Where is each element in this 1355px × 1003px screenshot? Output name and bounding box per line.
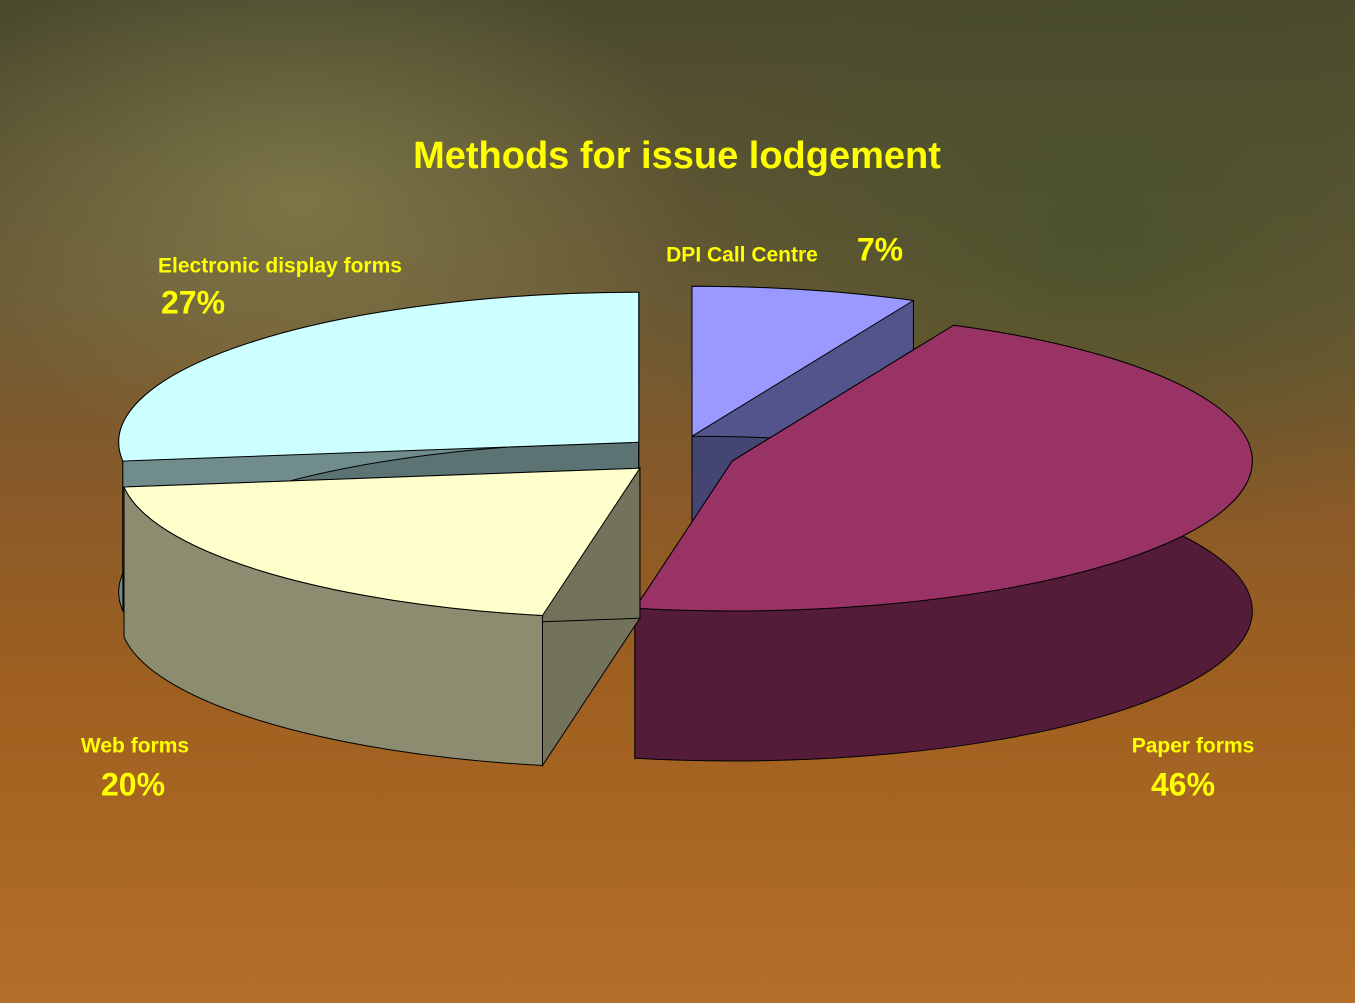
slice: [633, 324, 1253, 612]
value-label: 7%: [857, 231, 903, 267]
slice: [123, 467, 641, 617]
value-label: 20%: [101, 766, 165, 802]
slice-label: Paper forms: [1132, 735, 1255, 758]
pie: [118, 285, 1253, 768]
value-label: 27%: [161, 284, 225, 320]
slice-label: DPI Call Centre: [666, 244, 818, 267]
slice: [691, 285, 915, 438]
slice: [118, 291, 640, 462]
slice-label: Electronic display forms: [158, 255, 402, 278]
slice-label: Web forms: [81, 735, 189, 758]
value-label: 46%: [1151, 766, 1215, 802]
chart-title: Methods for issue lodgement: [413, 135, 941, 177]
